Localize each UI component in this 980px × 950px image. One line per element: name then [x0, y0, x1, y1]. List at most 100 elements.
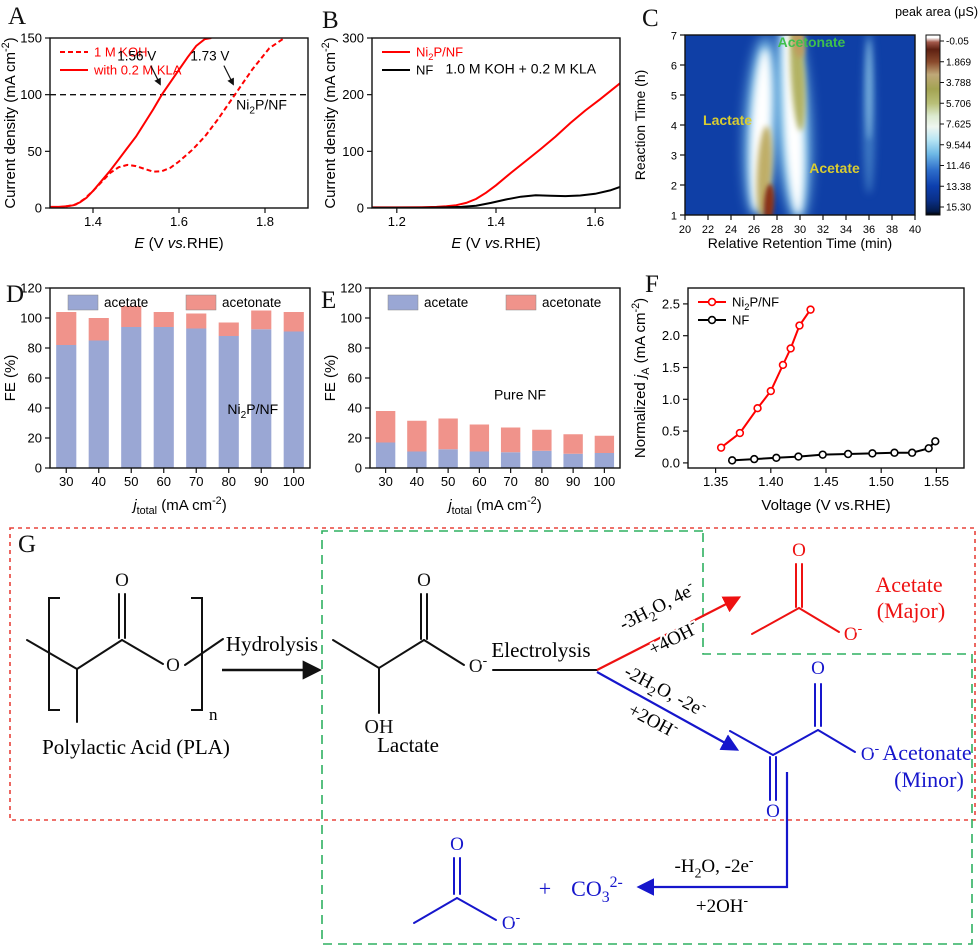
colorbar-tick-label: 11.46: [946, 161, 971, 172]
hydrolysis-label: Hydrolysis: [226, 632, 318, 656]
bar-segment-acetate: [469, 451, 490, 468]
y-tick-label: 0: [355, 461, 362, 476]
colorbar-tick-label: 5.706: [946, 99, 971, 110]
colorbar-tick-label: 9.544: [946, 140, 971, 151]
bar-segment-acetate: [283, 331, 304, 468]
atom-label: O-: [844, 620, 863, 645]
bar-segment-acetonate: [251, 310, 272, 330]
panel-d-fe-bars-ni2p: 30 40 50 60 70 80 90 100 0 20 40 60 80 100 120 jtotal (…: [0, 258, 320, 520]
bond: [121, 639, 164, 665]
bar-segment-acetonate: [375, 411, 396, 443]
bond: [184, 638, 224, 666]
carbonate-arrow: [636, 772, 789, 896]
panel-b-lsv-ni2p-vs-nf: 1.2 1.4 1.6 0 100 200 300 E (V vs.RHE) Current d…: [320, 0, 630, 258]
heatmap-blob: [793, 35, 805, 58]
y-tick-label: 60: [348, 371, 362, 386]
acetonate-minor-label: Acetonate: [882, 740, 971, 765]
electrolysis-label: Electrolysis: [491, 638, 590, 662]
y-tick-label: 120: [340, 281, 362, 296]
bar-segment-acetate: [218, 336, 239, 468]
y-tick-label: 2: [671, 181, 677, 193]
bar-segment-acetonate: [594, 435, 615, 453]
x-tick-label: 28: [771, 224, 783, 236]
y-tick-label: 2.0: [662, 328, 680, 343]
x-tick-label: 70: [189, 474, 203, 489]
y-tick-label: 4: [671, 121, 677, 133]
bar-segment-acetate: [88, 340, 109, 468]
y-tick-label: 0: [357, 201, 364, 216]
y-tick-label: 40: [28, 401, 42, 416]
inset-label: Ni2P/NF: [236, 96, 287, 116]
y-tick-label: 100: [340, 311, 362, 326]
x-tick-label: 90: [254, 474, 268, 489]
bar-segment-acetate: [375, 442, 396, 468]
bond: [729, 730, 774, 756]
x-tick-label: 50: [441, 474, 455, 489]
y-tick-label: 60: [28, 371, 42, 386]
y-tick-label: 50: [28, 144, 42, 159]
x-tick-label: 1.4: [84, 214, 102, 229]
panel-a-lsv-koh-vs-kla: 1.4 1.6 1.8 0 50 100 150 E (V vs.RHE) Current de…: [0, 0, 320, 258]
chart-b: 1.2 1.4 1.6 0 100 200 300 E (V vs.RHE) Current d…: [320, 31, 621, 252]
atom-label: O: [417, 570, 431, 591]
panel-letter-f: F: [645, 271, 659, 298]
x-tick-label: 36: [863, 224, 875, 236]
y-tick-label: 100: [20, 87, 42, 102]
band-label-lactate: Lactate: [703, 112, 752, 128]
bond: [378, 639, 425, 669]
x-tick-label: 34: [840, 224, 852, 236]
data-point: [766, 386, 776, 396]
x-axis-title: Relative Retention Time (min): [708, 235, 892, 251]
x-axis-title: jtotal (mA cm-2): [131, 495, 226, 517]
x-tick-label: 30: [378, 474, 392, 489]
bond: [413, 897, 458, 924]
repeat-subscript: n: [209, 705, 218, 724]
y-tick-label: 300: [342, 31, 364, 46]
blue-route-arrow: [596, 671, 740, 751]
legend-marker-sample: [707, 297, 717, 307]
bar-segment-acetate: [563, 453, 583, 468]
x-tick-label: 1.6: [170, 214, 188, 229]
bar-segment-acetate: [532, 450, 552, 468]
bar-segment-acetate: [153, 327, 174, 468]
x-tick-label: 30: [794, 224, 806, 236]
lactate-name: Lactate: [377, 733, 439, 757]
y-tick-label: 6: [671, 61, 677, 73]
bar-segment-acetate: [500, 452, 521, 468]
panel-letter-c: C: [642, 5, 659, 32]
bond: [76, 639, 123, 670]
y-tick-label: 20: [28, 431, 42, 446]
panel-c-retention-heatmap: Lactate Acetate Acetonate 20 22 24 26 28 30 32 34 3…: [630, 0, 980, 258]
bar-segment-acetate: [186, 328, 207, 468]
x-tick-label: 90: [566, 474, 580, 489]
heatmap-blob: [865, 40, 873, 140]
x-tick-label: 32: [817, 224, 829, 236]
data-point: [778, 360, 788, 370]
series-line: [372, 186, 620, 208]
bar-segment-acetate: [251, 329, 272, 468]
bar-segment-acetonate: [153, 312, 174, 327]
x-axis-title: E (V vs.RHE): [451, 235, 540, 252]
y-tick-label: 1: [671, 211, 677, 223]
x-tick-label: 100: [594, 474, 616, 489]
data-point: [750, 454, 759, 464]
y-tick-label: 100: [342, 144, 364, 159]
x-axis-title: E (V vs.RHE): [134, 235, 223, 252]
y-tick-label: 1.0: [662, 392, 680, 407]
x-tick-label: 1.35: [703, 474, 728, 489]
data-point: [795, 321, 804, 330]
plus-sign: +: [539, 876, 551, 901]
chart-d: 30 40 50 60 70 80 90 100 0 20 40 60 80 100 120 jtotal (…: [2, 281, 311, 517]
series-group: [716, 305, 940, 465]
data-point: [753, 404, 762, 413]
bottom-route-label-1: -H2O, -2e-: [675, 852, 754, 880]
colorbar-tick-label: 13.38: [946, 182, 971, 193]
atom-label: O: [766, 801, 780, 822]
x-tick-label: 1.8: [256, 214, 274, 229]
x-tick-label: 100: [283, 474, 305, 489]
legend-marker-sample: [707, 315, 717, 325]
y-tick-label: 2.5: [662, 296, 680, 311]
data-point: [735, 428, 745, 438]
legend-swatch: [505, 294, 537, 311]
